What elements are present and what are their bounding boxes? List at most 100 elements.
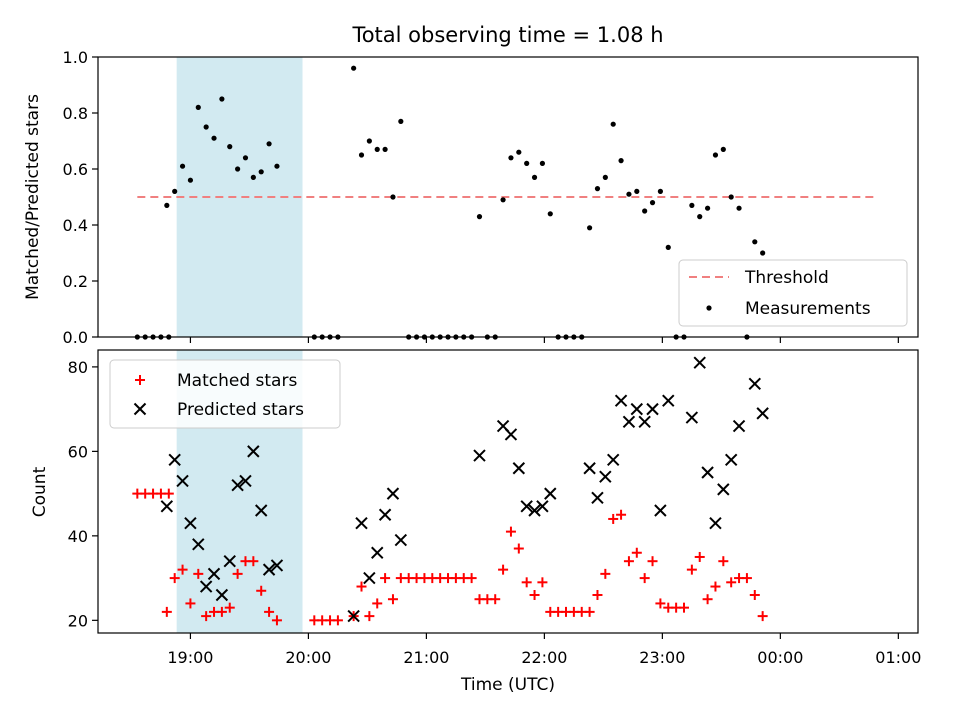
predicted-star-point — [646, 402, 659, 416]
ratio-panel: 0.0 0.2 0.4 0.6 0.8 1.0 Total observing time … — [23, 23, 919, 347]
count-ytick-label: 40 — [68, 527, 88, 546]
predicted-star-point — [355, 516, 368, 530]
matched-star-point — [710, 581, 721, 592]
predicted-star-point — [192, 538, 205, 551]
predicted-star-point — [255, 504, 268, 517]
predicted-star-point — [724, 453, 738, 467]
threshold-legend-label: Threshold — [744, 268, 829, 288]
matched-star-point — [364, 611, 375, 622]
count-plot-frame — [97, 349, 919, 634]
measurement-point — [211, 135, 217, 141]
measurement-point — [172, 188, 178, 194]
matched-star-point — [608, 513, 619, 524]
predicted-star-point — [386, 487, 400, 500]
count-ytick-label: 20 — [68, 611, 88, 630]
matched-star-point — [623, 556, 634, 567]
count-ytick-label: 60 — [68, 442, 88, 461]
predicted-star-point — [371, 546, 384, 559]
measurement-point — [736, 205, 742, 211]
predicted-star-point — [709, 516, 722, 530]
measurement-point — [618, 158, 624, 164]
predicted-star-point — [748, 377, 761, 390]
predicted-star-point — [591, 491, 604, 505]
predicted-star-point — [247, 445, 260, 458]
count-xtick-label: 20:00 — [285, 648, 331, 667]
ratio-ytick-label: 0.4 — [63, 216, 88, 235]
predicted-star-point — [270, 559, 284, 572]
matched-star-point — [193, 568, 204, 579]
measurement-point — [266, 141, 272, 147]
predicted-star-point — [176, 474, 189, 488]
predicted-star-point — [599, 470, 612, 483]
count-xtick-label: 00:00 — [757, 648, 803, 667]
matched-star-point — [616, 509, 627, 520]
measurement-point — [358, 152, 365, 158]
predicted-star-point — [528, 504, 541, 517]
measurement-point — [649, 200, 656, 206]
predicted-star-point — [168, 453, 181, 467]
matched-star-point — [498, 564, 509, 575]
matched-star-point — [380, 573, 391, 584]
predicted-star-point — [544, 487, 557, 500]
measurement-point — [587, 225, 593, 231]
measurement-point — [508, 155, 514, 161]
matched-star-point — [694, 551, 705, 562]
predicted-star-point — [239, 474, 252, 488]
matched-star-point — [161, 606, 172, 617]
predicted-star-point — [732, 419, 746, 433]
predicted-star-point — [756, 407, 769, 420]
count-legend: Matched stars Predicted stars — [109, 359, 341, 429]
predicted-star-point — [504, 428, 518, 441]
matched-star-point — [356, 581, 367, 592]
measurement-point — [524, 160, 530, 166]
matched-star-point — [718, 556, 729, 567]
measurement-point — [374, 146, 380, 152]
count-panel: 20 40 60 80 19:00 20:00 21:00 22:00 23:00 00:00 0… — [30, 349, 921, 695]
predicted-legend-swatch — [133, 402, 147, 416]
predicted-star-point — [536, 500, 549, 513]
matched-star-point — [513, 543, 524, 554]
predicted-star-point — [717, 483, 730, 496]
matched-star-point — [529, 589, 540, 600]
matched-star-point — [600, 568, 611, 579]
matched-star-point — [741, 573, 752, 584]
measurement-point — [531, 174, 538, 180]
count-xtick-label: 22:00 — [521, 648, 567, 667]
measurement-point — [179, 163, 186, 169]
matched-star-point — [332, 615, 343, 626]
predicted-star-point — [347, 609, 360, 623]
matched-star-point — [686, 564, 697, 575]
matched-star-point — [537, 577, 548, 588]
predicted-star-point — [583, 462, 596, 475]
measurement-point — [382, 146, 388, 152]
ratio-ytick-label: 0.2 — [63, 272, 88, 291]
measurement-point — [250, 174, 256, 180]
count-xtick-label: 19:00 — [167, 648, 213, 667]
count-xtick-label: 23:00 — [639, 648, 685, 667]
measurement-point — [720, 146, 726, 152]
matched-star-point — [702, 594, 713, 605]
matched-star-point — [271, 615, 282, 626]
x-axis-label: Time (UTC) — [460, 675, 555, 695]
matched-star-point — [749, 589, 760, 600]
ratio-ytick-label: 0.0 — [63, 328, 88, 347]
predicted-star-point — [654, 504, 667, 517]
matched-star-point — [224, 602, 235, 613]
measurement-point — [366, 138, 372, 144]
chart-title: Total observing time = 1.08 h — [351, 23, 663, 47]
measurement-point — [164, 202, 170, 208]
predicted-star-point — [701, 466, 714, 479]
matched-star-point — [631, 547, 642, 558]
measurement-point — [398, 118, 404, 124]
matched-legend-swatch — [135, 375, 145, 385]
count-xtick-label: 01:00 — [875, 648, 921, 667]
matched-legend-marker — [135, 375, 145, 385]
ratio-ytick-label: 0.6 — [63, 160, 88, 179]
matched-star-point — [177, 564, 188, 575]
matched-star-point — [647, 556, 658, 567]
matched-star-point — [387, 594, 398, 605]
measurement-point — [697, 214, 703, 220]
matched-star-point — [232, 568, 243, 579]
matched-star-point — [264, 606, 275, 617]
